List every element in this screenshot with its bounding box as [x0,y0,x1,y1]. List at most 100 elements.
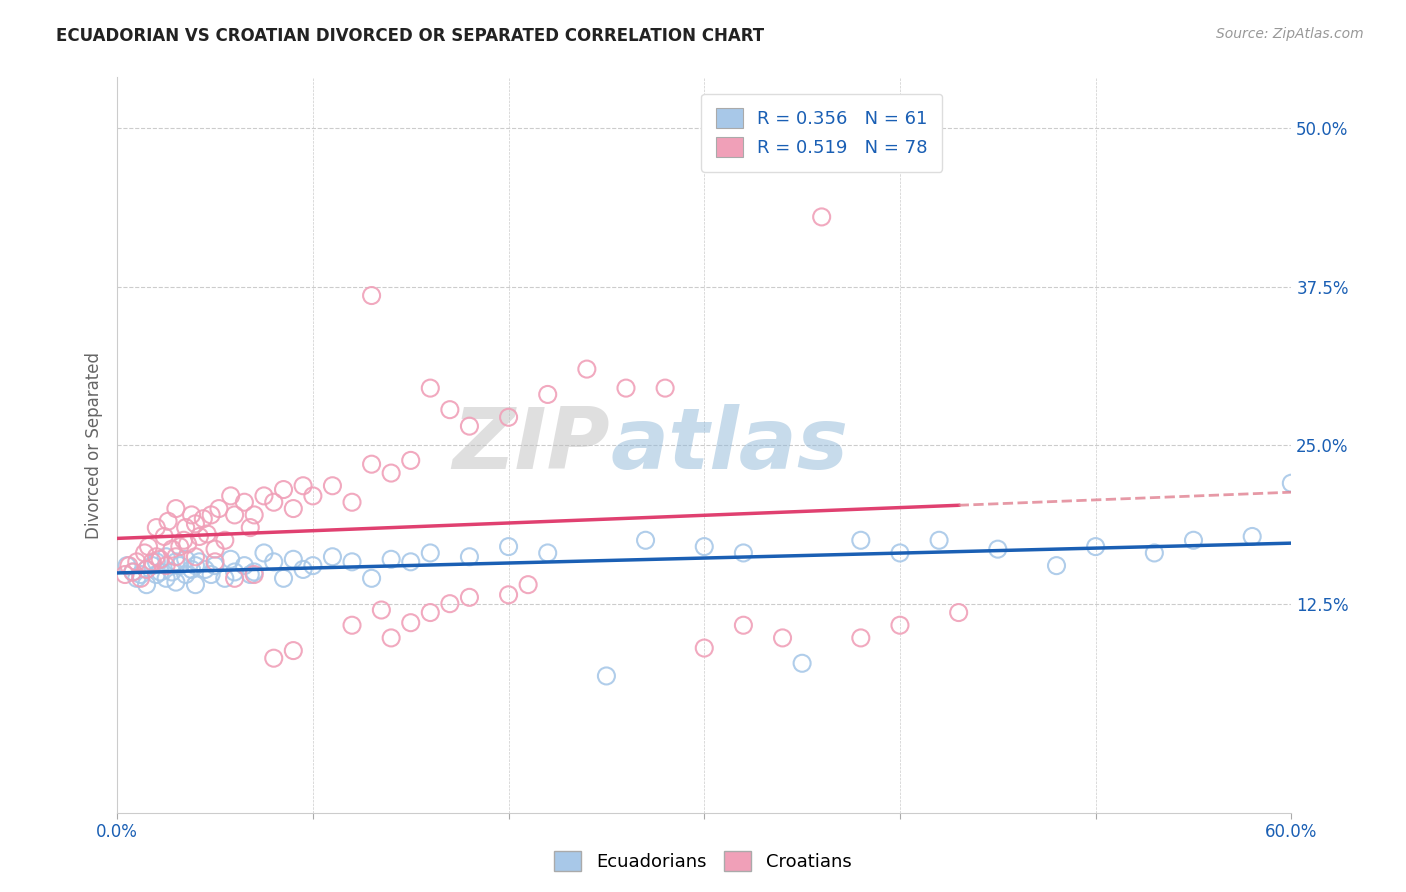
Point [575,362,598,376]
Point [224,508,246,522]
Text: ZIP: ZIP [453,404,610,487]
Point [263,495,285,509]
Point [1084,540,1107,554]
Point [498,588,520,602]
Point [772,631,794,645]
Point [155,558,177,573]
Point [419,546,441,560]
Point [263,651,285,665]
Point [135,577,157,591]
Point [733,546,755,560]
Point [693,641,716,656]
Point [224,565,246,579]
Point [160,542,183,557]
Point [121,565,143,579]
Point [360,457,382,471]
Point [195,527,218,541]
Point [219,552,242,566]
Y-axis label: Divorced or Separated: Divorced or Separated [86,351,103,539]
Point [283,643,305,657]
Point [654,381,676,395]
Point [302,489,325,503]
Point [134,546,156,560]
Point [243,567,266,582]
Point [849,631,872,645]
Point [370,603,392,617]
Point [115,558,138,573]
Point [693,540,716,554]
Point [498,410,520,425]
Point [1279,476,1302,491]
Point [614,381,637,395]
Point [173,533,195,548]
Point [135,562,157,576]
Point [399,555,422,569]
Point [184,558,207,573]
Point [145,520,167,534]
Point [1182,533,1205,548]
Point [360,288,382,302]
Text: Source: ZipAtlas.com: Source: ZipAtlas.com [1216,27,1364,41]
Point [224,571,246,585]
Point [1241,529,1264,543]
Point [380,466,402,480]
Point [498,540,520,554]
Point [169,540,191,554]
Text: ECUADORIAN VS CROATIAN DIVORCED OR SEPARATED CORRELATION CHART: ECUADORIAN VS CROATIAN DIVORCED OR SEPAR… [56,27,765,45]
Point [129,571,152,585]
Point [165,549,187,564]
Point [340,495,363,509]
Point [321,549,343,564]
Point [125,555,148,569]
Point [193,512,215,526]
Point [204,558,226,573]
Point [194,562,217,576]
Point [595,669,617,683]
Point [174,552,197,566]
Text: atlas: atlas [610,404,848,487]
Point [180,508,202,522]
Point [458,549,481,564]
Point [204,542,226,557]
Point [399,615,422,630]
Point [149,552,172,566]
Point [419,606,441,620]
Point [517,577,540,591]
Point [176,537,198,551]
Point [184,549,207,564]
Point [340,555,363,569]
Point [928,533,950,548]
Point [380,631,402,645]
Point [849,533,872,548]
Point [439,597,461,611]
Point [165,501,187,516]
Point [790,657,813,671]
Point [243,565,266,579]
Point [145,567,167,582]
Point [321,479,343,493]
Point [239,520,262,534]
Point [537,387,560,401]
Point [114,567,136,582]
Point [253,489,276,503]
Point [200,508,222,522]
Point [169,558,191,573]
Point [149,565,172,579]
Point [204,555,226,569]
Point [380,552,402,566]
Point [233,558,256,573]
Point [399,453,422,467]
Point [184,516,207,531]
Point [214,571,236,585]
Point [153,529,176,543]
Point [292,479,315,493]
Point [243,508,266,522]
Point [125,571,148,585]
Point [157,514,180,528]
Legend: Ecuadorians, Croatians: Ecuadorians, Croatians [547,844,859,879]
Point [263,555,285,569]
Point [302,558,325,573]
Point [458,591,481,605]
Point [145,555,167,569]
Point [121,565,143,579]
